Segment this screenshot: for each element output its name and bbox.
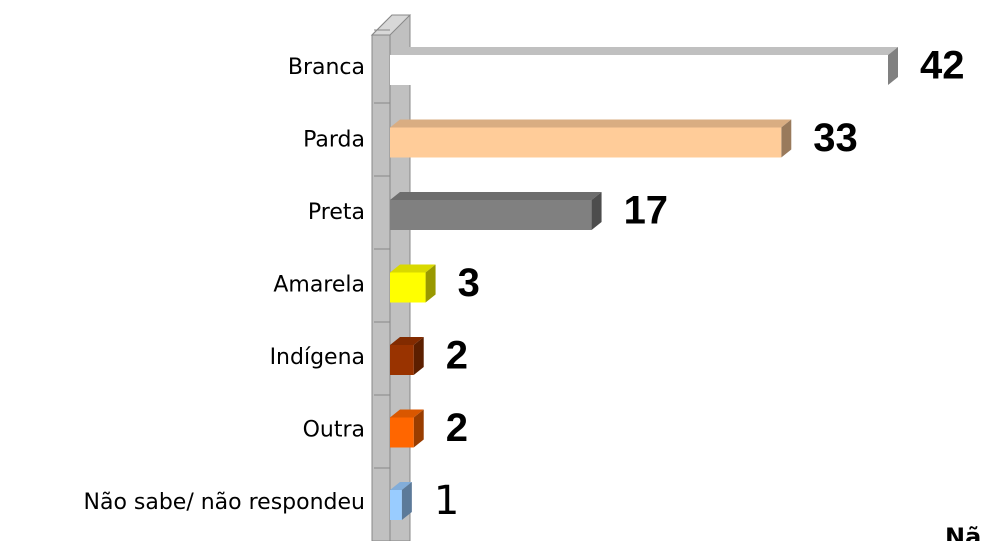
value-label: 33 xyxy=(813,116,858,160)
bar xyxy=(390,345,414,375)
bar-top xyxy=(390,192,602,200)
value-label: 42 xyxy=(920,44,965,88)
category-label: Branca xyxy=(288,55,365,80)
bar-top xyxy=(390,337,424,345)
bar-group xyxy=(390,264,436,303)
bar-top xyxy=(390,409,424,418)
bar-side xyxy=(401,482,412,520)
bar-group xyxy=(390,119,792,158)
value-label: 2 xyxy=(446,406,468,450)
bar-group xyxy=(390,482,412,520)
bar xyxy=(390,272,426,303)
category-label: Indígena xyxy=(270,345,365,370)
value-label: 17 xyxy=(624,189,669,233)
bar-group xyxy=(390,192,602,230)
category-label: Não sabe/ não respondeu xyxy=(84,490,366,515)
bar xyxy=(390,417,414,448)
value-label: 3 xyxy=(458,261,480,305)
category-label: Preta xyxy=(308,200,365,225)
bar-group xyxy=(390,337,424,375)
bar-side xyxy=(781,119,792,158)
category-label: Outra xyxy=(303,418,365,443)
bar-top xyxy=(390,482,412,490)
bar-top xyxy=(390,264,436,273)
bar-group xyxy=(390,409,424,448)
bar-side xyxy=(413,409,424,448)
bar xyxy=(390,55,888,85)
value-label: 2 xyxy=(446,334,468,378)
category-label: Parda xyxy=(303,128,365,153)
bar xyxy=(390,200,592,230)
axis-ticks xyxy=(374,29,390,469)
bar-top xyxy=(390,47,898,55)
annotation: Nã xyxy=(945,523,981,541)
bar xyxy=(390,127,782,158)
bar-group xyxy=(390,47,898,85)
value-label: 1 xyxy=(434,478,459,524)
bar-side xyxy=(888,47,898,85)
bar-side xyxy=(591,192,602,230)
bar xyxy=(390,490,402,520)
bar-side xyxy=(425,264,436,303)
category-label: Amarela xyxy=(273,273,365,298)
bar-top xyxy=(390,119,792,128)
bar-side xyxy=(413,337,424,375)
